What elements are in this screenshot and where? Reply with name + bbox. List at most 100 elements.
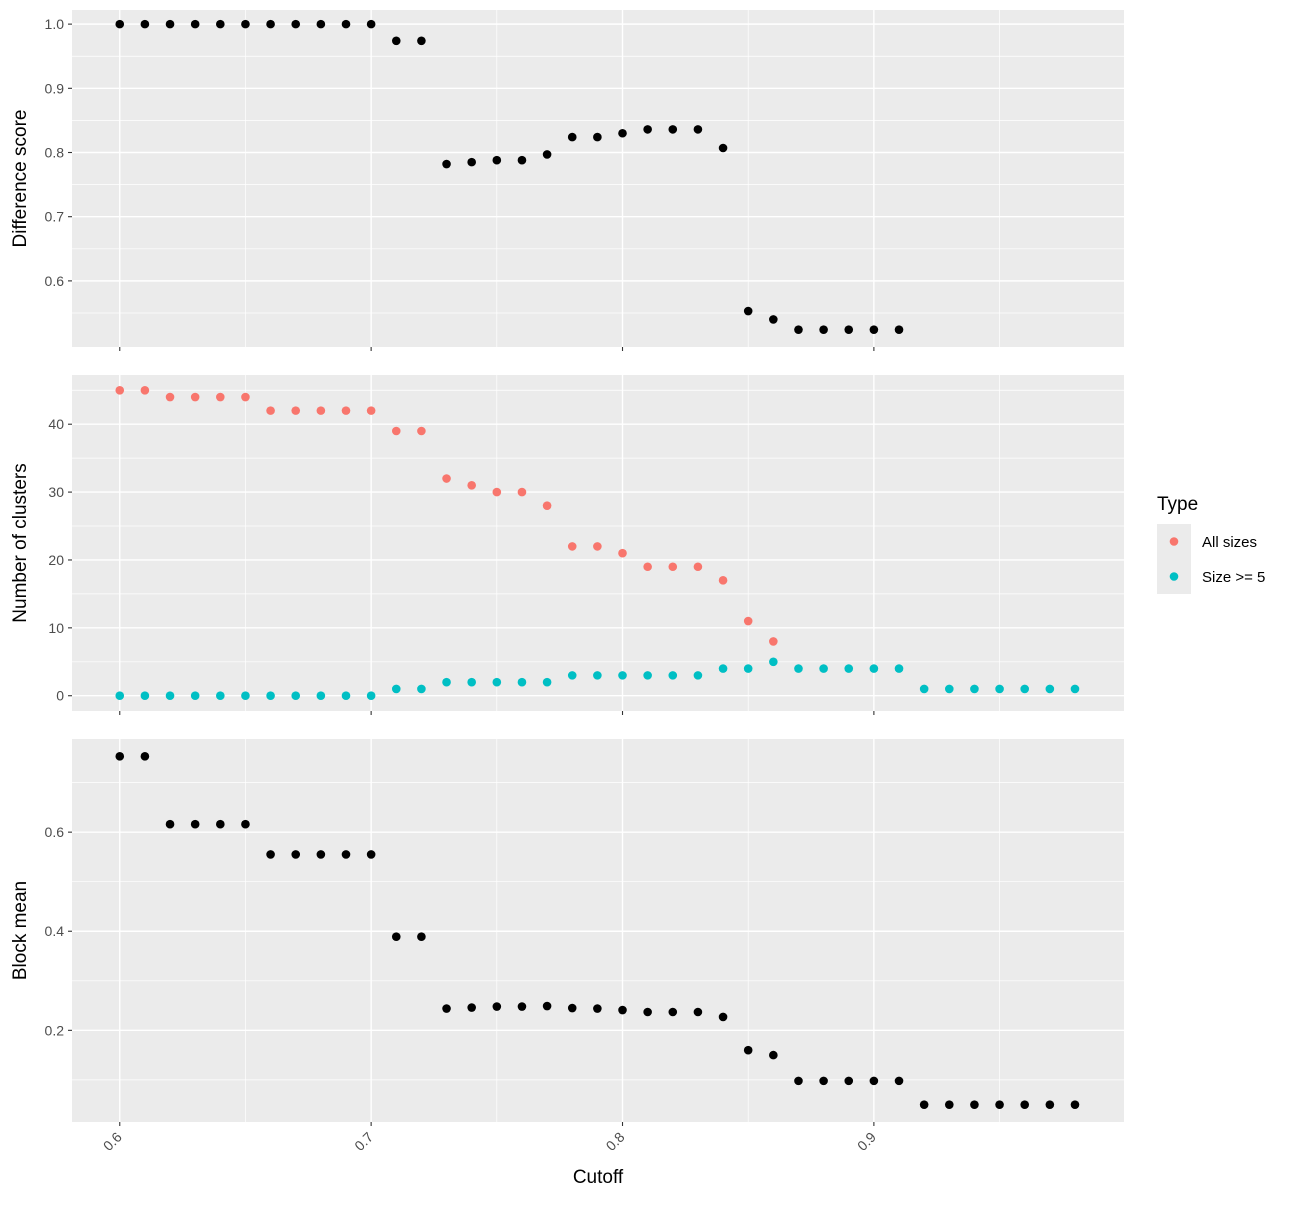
data-point bbox=[869, 325, 879, 334]
data-point bbox=[266, 406, 275, 415]
data-point bbox=[769, 1050, 778, 1060]
data-point bbox=[593, 1004, 602, 1013]
data-point bbox=[769, 657, 778, 667]
data-point bbox=[266, 19, 275, 29]
data-point bbox=[542, 150, 552, 159]
data-point bbox=[391, 932, 401, 941]
data-point bbox=[769, 637, 778, 646]
data-point bbox=[241, 819, 250, 829]
data-point bbox=[140, 752, 150, 761]
data-point bbox=[216, 19, 225, 29]
data-point bbox=[593, 542, 602, 551]
data-point bbox=[1045, 684, 1055, 694]
data-point bbox=[216, 819, 225, 829]
data-point bbox=[492, 155, 502, 165]
x-axis-title: Cutoff bbox=[573, 1167, 624, 1188]
data-point bbox=[794, 664, 803, 673]
data-point bbox=[517, 155, 527, 165]
data-point bbox=[241, 691, 250, 701]
legend-title: Type bbox=[1157, 494, 1198, 515]
data-point bbox=[492, 1002, 502, 1011]
data-point bbox=[693, 1007, 703, 1017]
y-tick-label: 0.4 bbox=[45, 923, 65, 939]
data-point bbox=[391, 36, 401, 46]
data-point bbox=[517, 677, 527, 687]
data-point bbox=[643, 562, 652, 572]
data-point bbox=[894, 325, 904, 334]
data-point bbox=[442, 474, 451, 483]
data-point bbox=[140, 19, 150, 29]
data-point bbox=[567, 542, 577, 551]
data-point bbox=[266, 850, 275, 859]
data-point bbox=[190, 691, 200, 701]
data-point bbox=[542, 501, 552, 510]
data-point bbox=[1045, 1100, 1055, 1109]
data-point bbox=[894, 1076, 904, 1086]
x-tick-label: 0.9 bbox=[854, 1129, 879, 1154]
data-point bbox=[919, 1100, 929, 1109]
data-point bbox=[567, 1003, 577, 1013]
data-point bbox=[643, 125, 652, 134]
data-point bbox=[718, 664, 728, 673]
x-tick-label: 0.7 bbox=[351, 1129, 376, 1154]
data-point bbox=[316, 406, 326, 415]
data-point bbox=[693, 125, 703, 134]
facet-panel-2: 0 10 20 30 40 Number of clusters bbox=[10, 375, 1124, 715]
data-point bbox=[718, 576, 728, 585]
data-point bbox=[970, 1100, 979, 1109]
y-axis-title: Difference score bbox=[10, 110, 31, 248]
data-point bbox=[618, 548, 627, 558]
y-tick-label: 0.2 bbox=[45, 1022, 65, 1038]
data-point bbox=[366, 691, 376, 701]
data-point bbox=[115, 19, 125, 29]
data-point bbox=[341, 691, 351, 701]
legend: Type All sizes Size >= 5 bbox=[1157, 494, 1265, 594]
data-point bbox=[442, 1004, 451, 1013]
data-point bbox=[366, 406, 376, 415]
data-point bbox=[869, 1076, 879, 1086]
data-point bbox=[618, 671, 627, 680]
data-point bbox=[165, 819, 175, 829]
data-point bbox=[115, 752, 125, 761]
y-tick-label: 1.0 bbox=[45, 16, 65, 32]
data-point bbox=[668, 1007, 678, 1017]
y-tick-label: 0.7 bbox=[45, 209, 65, 225]
data-point bbox=[894, 664, 904, 673]
data-point bbox=[140, 385, 150, 395]
data-point bbox=[567, 132, 577, 142]
y-tick-label: 0 bbox=[56, 688, 64, 704]
y-tick-label: 40 bbox=[48, 416, 64, 432]
data-point bbox=[417, 426, 426, 436]
data-point bbox=[819, 664, 828, 673]
data-point bbox=[844, 664, 854, 673]
data-point bbox=[291, 406, 301, 415]
data-point bbox=[391, 684, 401, 694]
data-point bbox=[115, 691, 125, 701]
data-point bbox=[341, 406, 351, 415]
y-tick-label: 20 bbox=[48, 552, 64, 568]
data-point bbox=[819, 1076, 828, 1086]
data-point bbox=[517, 487, 527, 497]
data-point bbox=[743, 616, 753, 626]
data-point bbox=[366, 850, 376, 859]
y-axis-title: Number of clusters bbox=[10, 463, 31, 622]
facet-panel-1: 0.6 0.7 0.8 0.9 1.0 Difference score bbox=[10, 10, 1124, 351]
data-point bbox=[542, 677, 552, 687]
data-point bbox=[844, 1076, 854, 1086]
data-point bbox=[467, 677, 476, 687]
data-point bbox=[341, 850, 351, 859]
data-point bbox=[995, 684, 1004, 694]
data-point bbox=[995, 1100, 1004, 1109]
data-point bbox=[216, 691, 225, 701]
data-point bbox=[366, 19, 376, 29]
data-point bbox=[241, 19, 250, 29]
data-point bbox=[819, 325, 828, 334]
data-point bbox=[291, 19, 301, 29]
data-point bbox=[442, 159, 451, 169]
data-point bbox=[165, 691, 175, 701]
y-tick-label: 0.6 bbox=[45, 273, 65, 289]
y-tick-label: 0.9 bbox=[45, 80, 65, 96]
data-point bbox=[944, 1100, 954, 1109]
